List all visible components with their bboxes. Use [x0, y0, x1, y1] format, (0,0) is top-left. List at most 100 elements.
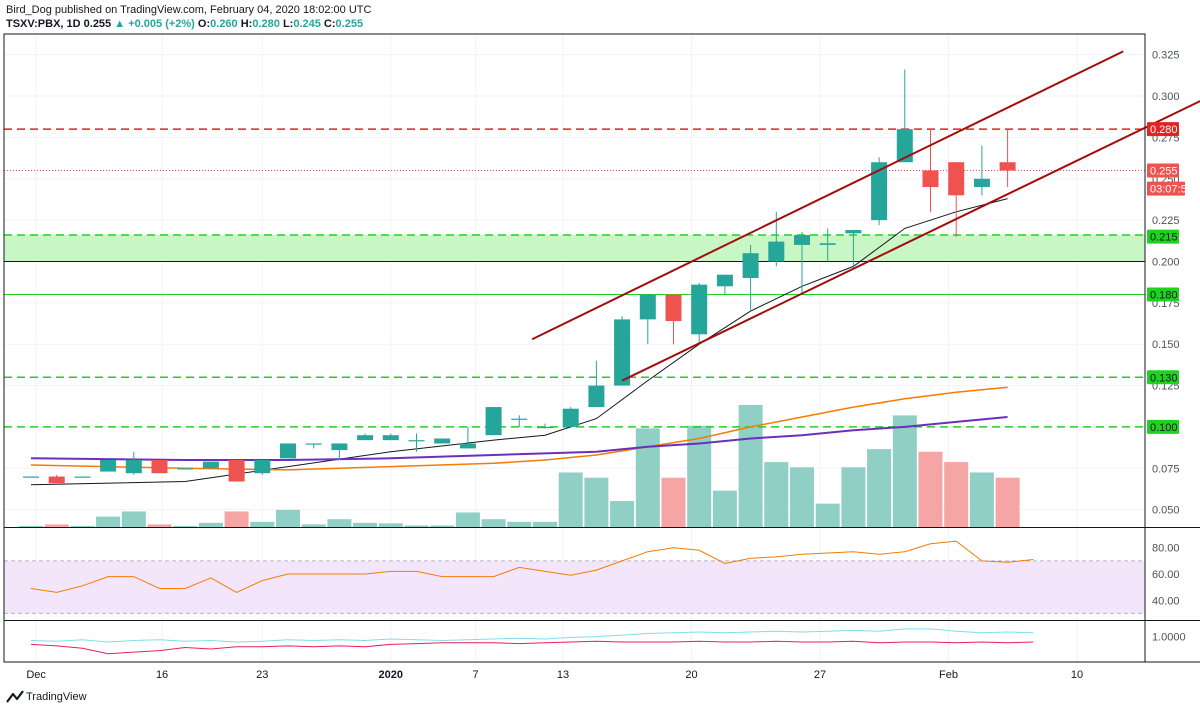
footer: TradingView	[0, 686, 300, 711]
price-axis[interactable]: 0.0500.0750.1000.1250.1500.1750.2000.225…	[1152, 50, 1186, 644]
candle-body	[23, 476, 39, 478]
volume-bar	[404, 525, 429, 527]
close-value: 0.255	[335, 18, 364, 30]
oscillator-blue-line	[30, 628, 1034, 643]
volume-bar	[867, 449, 892, 527]
time-tick-label: 7	[473, 669, 479, 681]
rsi-tick-label: 60.00	[1152, 569, 1180, 581]
volume-bar	[276, 509, 300, 527]
close-label: C:	[323, 18, 336, 30]
rsi-tick-label: 80.00	[1152, 543, 1180, 555]
volume-bar	[815, 503, 840, 527]
time-tick-label: 13	[557, 669, 569, 681]
candle-body	[434, 438, 451, 444]
candle-body	[177, 468, 194, 470]
price-badge	[1147, 419, 1179, 434]
price-tick-label: 0.075	[1152, 463, 1180, 475]
high-value: 0.280	[252, 18, 280, 30]
candle-body	[742, 253, 759, 279]
price-badge	[1147, 370, 1179, 385]
volume-bar	[841, 467, 866, 527]
candle-body	[100, 459, 117, 472]
volume-bar	[969, 472, 994, 527]
volume-bar	[353, 522, 378, 527]
symbol-label: TSXV:PBX, 1D	[6, 18, 81, 30]
candle-body	[691, 284, 708, 335]
candle-body	[948, 162, 965, 196]
candle-body	[562, 408, 579, 427]
volume-bar	[687, 425, 712, 527]
candle-body	[819, 243, 836, 245]
last-price: 0.255	[83, 18, 112, 30]
candles	[23, 69, 1016, 484]
volume-bar	[790, 467, 814, 527]
volume-bar	[378, 523, 403, 527]
rsi-pane	[4, 540, 1145, 614]
time-axis[interactable]: Dec 16 23 2020 7 13 20 27 Feb 10	[26, 669, 1083, 681]
volume-bar	[44, 524, 69, 527]
candle-body	[74, 476, 91, 478]
change-arrow-icon: ▲	[114, 18, 126, 30]
price-badge-label: 0.280	[1150, 124, 1178, 136]
candle-body	[511, 418, 528, 420]
volume-bar	[892, 415, 917, 527]
publisher-line: Bird_Dog published on TradingView.com, F…	[6, 4, 372, 16]
open-label: O:	[197, 18, 211, 30]
time-tick-label: 10	[1071, 669, 1083, 681]
candle-body	[305, 443, 322, 445]
price-badges: 0.280 0.255 03:07:59 0.215 0.180 0.130 0.100	[1147, 122, 1193, 434]
volume-bar	[712, 490, 737, 527]
low-value: 0.245	[293, 18, 321, 30]
volume-bar	[19, 525, 43, 527]
volume-bar	[455, 512, 480, 527]
candle-body	[357, 435, 374, 441]
candle-body	[382, 435, 399, 441]
horizontal-levels	[4, 128, 1145, 428]
volume-bar	[995, 477, 1020, 527]
candle-body	[537, 426, 553, 429]
candle-body	[614, 319, 631, 386]
candle-body	[485, 407, 502, 436]
candle-body	[228, 459, 245, 482]
price-badge	[1147, 122, 1179, 137]
volume-bar	[224, 511, 249, 527]
rsi-line	[30, 540, 1034, 593]
volume-bars	[19, 405, 1020, 527]
volume-bar	[121, 511, 146, 527]
candle-body	[151, 459, 168, 474]
candle-body	[665, 294, 682, 322]
volume-bar	[584, 477, 609, 527]
support-zone-rect	[4, 235, 1145, 262]
price-tick-label: 0.225	[1152, 215, 1180, 227]
volume-bar	[481, 519, 506, 527]
candle-body	[331, 443, 348, 451]
tradingview-logo-icon[interactable]	[6, 690, 24, 704]
price-badge	[1147, 163, 1179, 178]
volume-bar	[250, 521, 275, 527]
time-tick-label: 2020	[379, 669, 403, 681]
price-badge-label: 03:07:59	[1150, 184, 1193, 196]
candle-body	[768, 241, 785, 262]
price-badge-label: 0.180	[1150, 290, 1178, 302]
price-tick-label: 0.200	[1152, 256, 1180, 268]
candle-body	[459, 443, 476, 449]
volume-bar	[198, 522, 223, 527]
volume-bar	[70, 525, 95, 527]
price-badge-label: 0.215	[1150, 232, 1178, 244]
oscillator-pink-line	[30, 640, 1034, 655]
candle-body	[48, 476, 65, 484]
candle-body	[973, 178, 990, 188]
volume-bar	[327, 519, 352, 527]
moving-average-line	[30, 198, 1008, 486]
volume-bar	[96, 516, 121, 527]
brand-label: TradingView	[26, 691, 87, 703]
moving-average-line	[30, 386, 1008, 471]
volume-bar	[301, 524, 326, 527]
candle-body	[202, 461, 219, 469]
oscillator-tick-label: 1.0000	[1152, 632, 1186, 644]
rsi-tick-label: 40.00	[1152, 595, 1180, 607]
price-badge-label: 0.255	[1150, 165, 1178, 177]
price-badge	[1147, 287, 1179, 302]
volume-bar	[661, 477, 686, 527]
